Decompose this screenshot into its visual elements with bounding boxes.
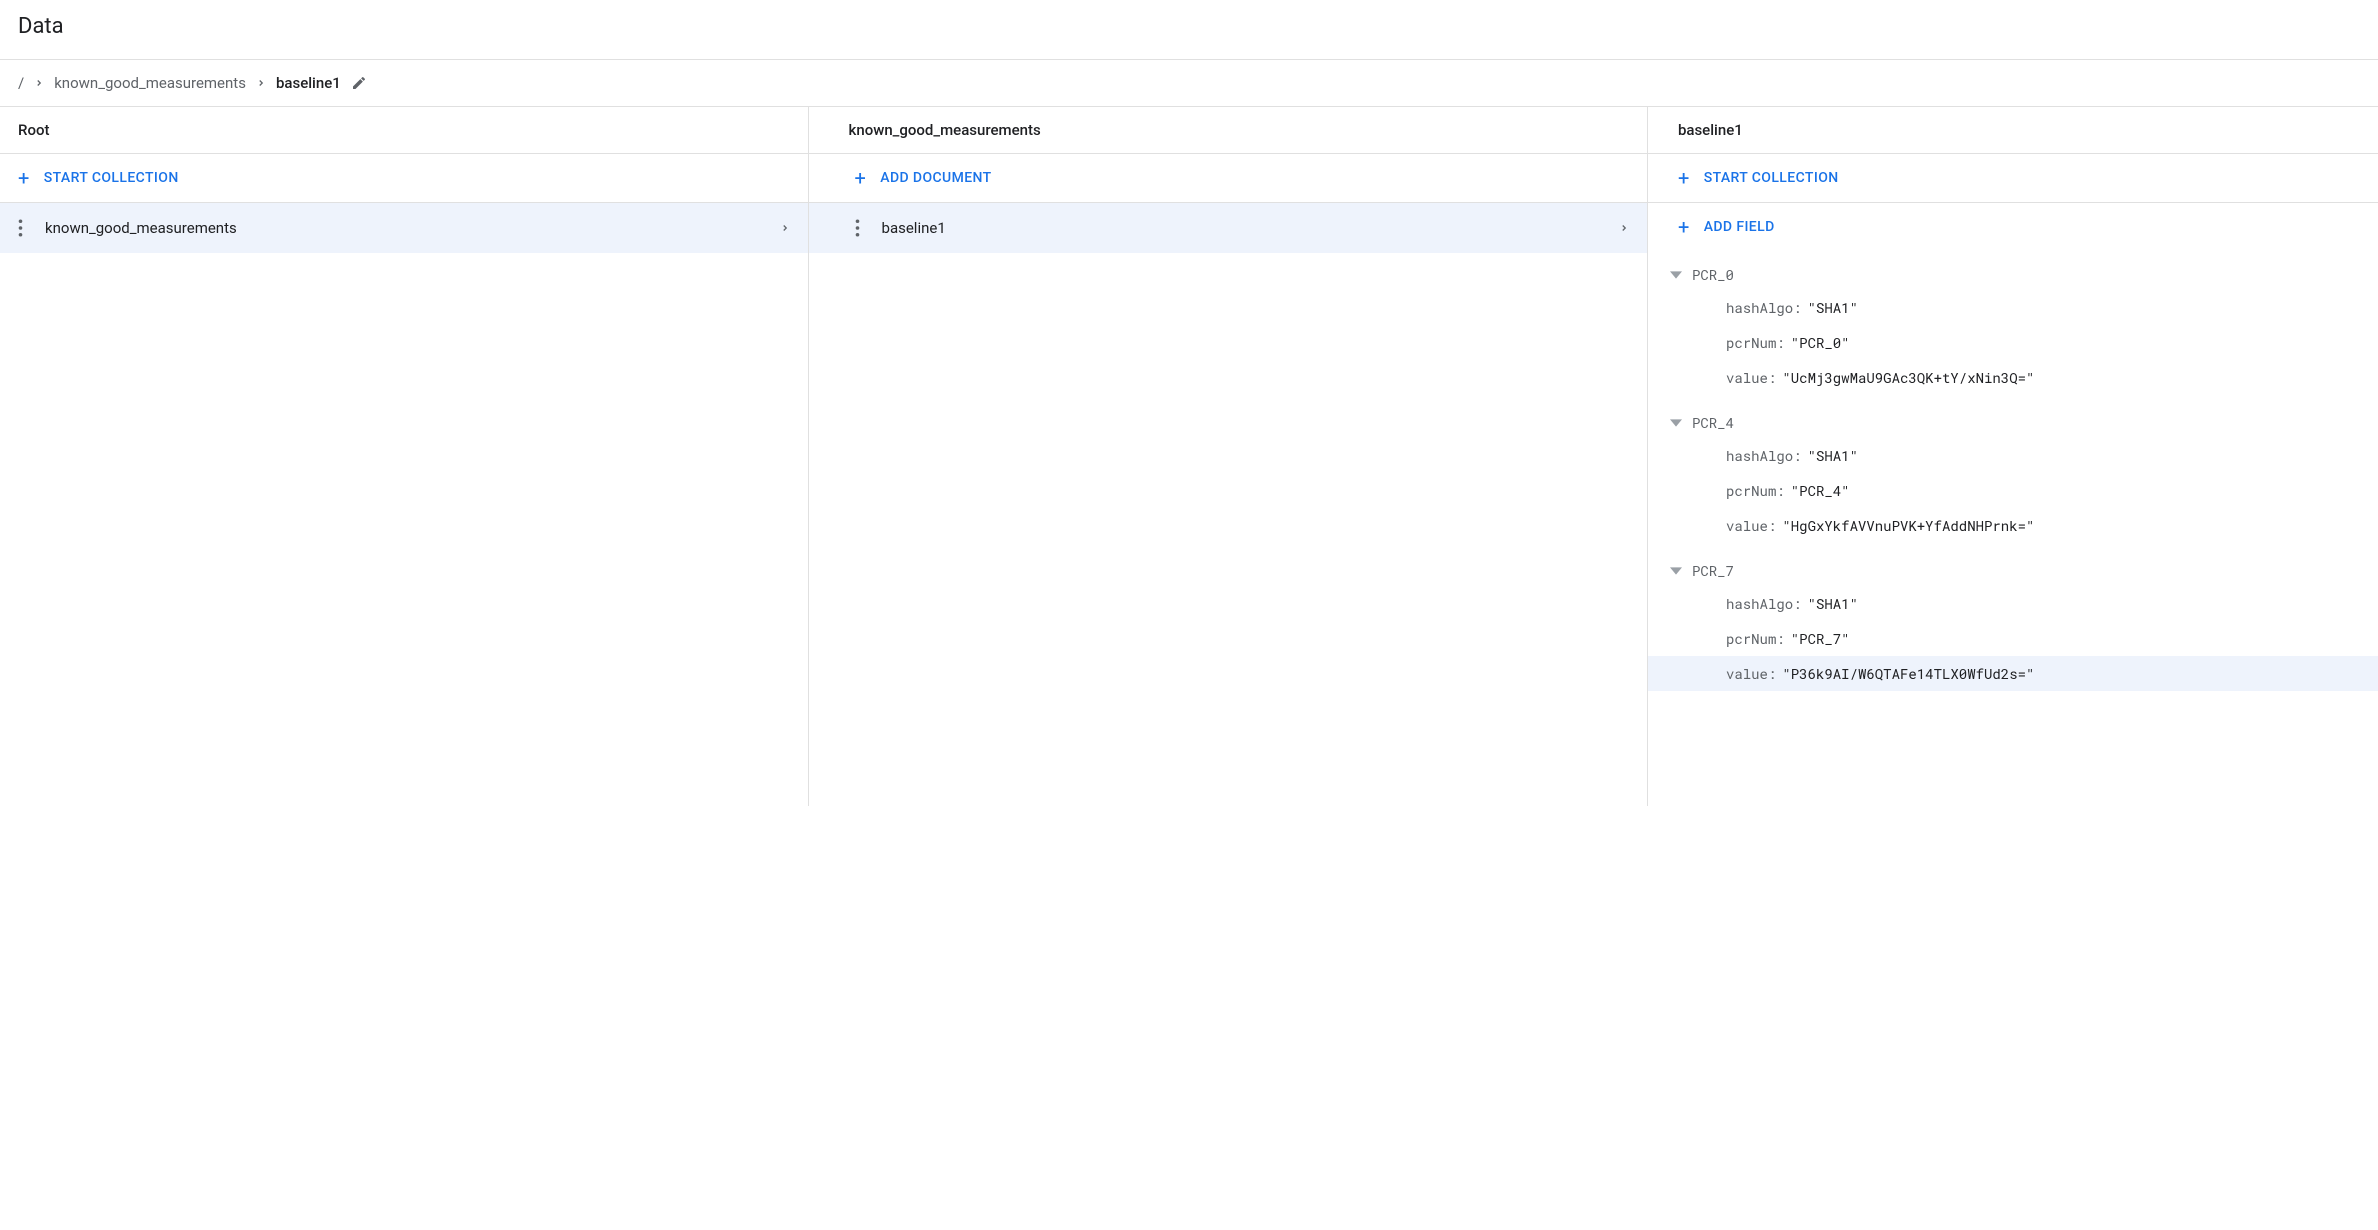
plus-icon: + [18,168,30,188]
breadcrumb-segment[interactable]: known_good_measurements [54,74,246,92]
panel-header-root: Root [0,107,808,154]
field-key: pcrNum: [1726,481,1785,500]
field-child[interactable]: hashAlgo: "SHA1" [1648,438,2378,473]
field-key: value: [1726,516,1776,535]
action-label: ADD FIELD [1704,219,1775,235]
chevron-right-icon [1619,222,1629,234]
field-parent[interactable]: PCR_0 [1648,259,2378,290]
panel-header-document: baseline1 [1648,107,2378,154]
document-label: baseline1 [882,219,1619,237]
fields-list: PCR_0 hashAlgo: "SHA1" pcrNum: "PCR_0" v… [1648,251,2378,695]
page-title: Data [0,0,2378,59]
pencil-icon[interactable] [351,75,367,91]
field-child[interactable]: hashAlgo: "SHA1" [1648,290,2378,325]
action-label: START COLLECTION [44,170,179,186]
collection-row[interactable]: known_good_measurements [0,203,808,253]
field-value: "UcMj3gwMaU9GAc3QK+tY/xNin3Q=" [1782,368,2034,387]
field-name: PCR_4 [1692,413,1734,432]
add-field-button[interactable]: + ADD FIELD [1648,203,2378,251]
add-document-button[interactable]: + ADD DOCUMENT [809,154,1647,203]
field-key: hashAlgo: [1726,594,1802,613]
field-child[interactable]: value: "UcMj3gwMaU9GAc3QK+tY/xNin3Q=" [1648,360,2378,395]
plus-icon: + [1678,168,1690,188]
field-child[interactable]: pcrNum: "PCR_0" [1648,325,2378,360]
field-parent[interactable]: PCR_4 [1648,407,2378,438]
field-key: value: [1726,664,1776,683]
chevron-right-icon [256,78,266,88]
start-collection-button[interactable]: + START COLLECTION [0,154,808,203]
triangle-down-icon [1670,269,1682,281]
more-vert-icon[interactable] [18,219,23,237]
action-label: ADD DOCUMENT [880,170,991,186]
field-key: hashAlgo: [1726,298,1802,317]
field-child[interactable]: value: "HgGxYkfAVVnuPVK+YfAddNHPrnk=" [1648,508,2378,543]
more-vert-icon[interactable] [855,219,860,237]
field-value: "PCR_0" [1791,333,1850,352]
field-child[interactable]: hashAlgo: "SHA1" [1648,586,2378,621]
field-value: "SHA1" [1808,298,1858,317]
field-key: value: [1726,368,1776,387]
field-value: "PCR_7" [1791,629,1850,648]
field-value: "SHA1" [1808,594,1858,613]
breadcrumb-segment-current[interactable]: baseline1 [276,74,341,92]
start-collection-button[interactable]: + START COLLECTION [1648,154,2378,203]
plus-icon: + [855,168,867,188]
panel-document: baseline1 + START COLLECTION + ADD FIELD… [1648,107,2378,806]
field-parent[interactable]: PCR_7 [1648,555,2378,586]
field-group: PCR_7 hashAlgo: "SHA1" pcrNum: "PCR_7" v… [1648,547,2378,695]
field-key: hashAlgo: [1726,446,1802,465]
field-group: PCR_0 hashAlgo: "SHA1" pcrNum: "PCR_0" v… [1648,251,2378,399]
field-value: "HgGxYkfAVVnuPVK+YfAddNHPrnk=" [1782,516,2034,535]
field-group: PCR_4 hashAlgo: "SHA1" pcrNum: "PCR_4" v… [1648,399,2378,547]
field-child[interactable]: value: "P36k9AI/W6QTAFe14TLX0WfUd2s=" [1648,656,2378,691]
field-value: "SHA1" [1808,446,1858,465]
panel-root: Root + START COLLECTION known_good_measu… [0,107,809,806]
triangle-down-icon [1670,417,1682,429]
field-name: PCR_7 [1692,561,1734,580]
field-value: "P36k9AI/W6QTAFe14TLX0WfUd2s=" [1782,664,2034,683]
chevron-right-icon [34,78,44,88]
panel-header-collection: known_good_measurements [809,107,1647,154]
field-child[interactable]: pcrNum: "PCR_7" [1648,621,2378,656]
collection-label: known_good_measurements [45,219,780,237]
action-label: START COLLECTION [1704,170,1839,186]
panel-collection: known_good_measurements + ADD DOCUMENT b… [809,107,1648,806]
plus-icon: + [1678,217,1690,237]
field-name: PCR_0 [1692,265,1734,284]
chevron-right-icon [780,222,790,234]
field-value: "PCR_4" [1791,481,1850,500]
triangle-down-icon [1670,565,1682,577]
breadcrumb: / known_good_measurements baseline1 [0,60,2378,106]
field-key: pcrNum: [1726,629,1785,648]
data-panels: Root + START COLLECTION known_good_measu… [0,106,2378,806]
field-child[interactable]: pcrNum: "PCR_4" [1648,473,2378,508]
document-row[interactable]: baseline1 [809,203,1647,253]
breadcrumb-root[interactable]: / [18,74,24,92]
field-key: pcrNum: [1726,333,1785,352]
